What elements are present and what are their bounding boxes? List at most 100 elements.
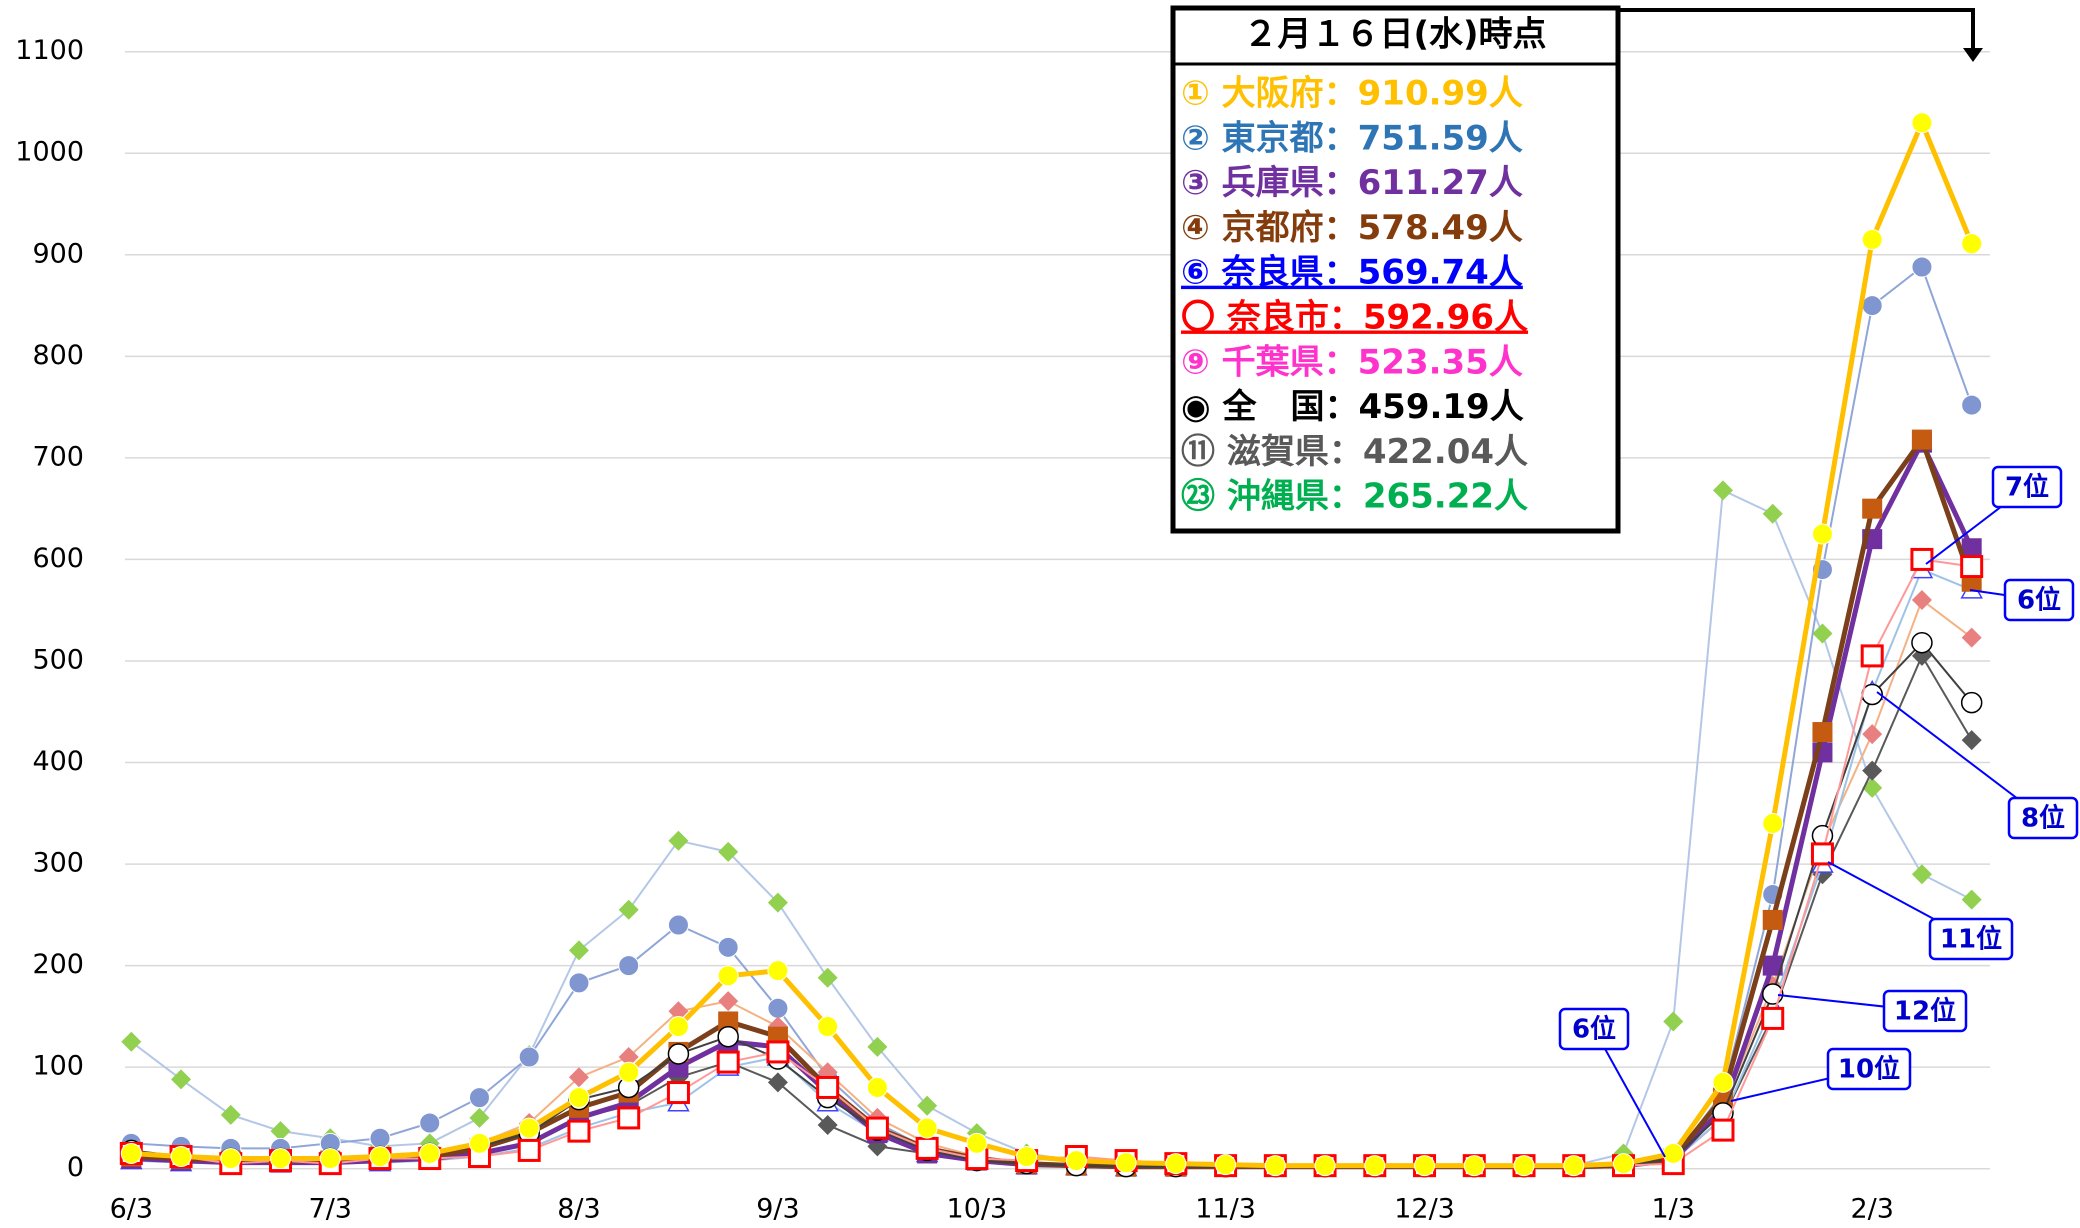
legend-box <box>1170 5 1621 534</box>
marker <box>270 1121 291 1142</box>
series-line <box>131 654 1973 1168</box>
marker <box>1862 760 1883 781</box>
marker <box>469 1107 490 1128</box>
x-tick-label: 2/3 <box>1850 1194 1893 1225</box>
y-tick-label: 800 <box>32 340 84 371</box>
marker <box>170 1146 192 1168</box>
marker <box>766 1040 790 1064</box>
marker <box>867 1036 888 1057</box>
marker <box>817 967 838 988</box>
callout-box <box>1928 917 2014 961</box>
y-tick-label: 1000 <box>15 137 84 168</box>
series-line <box>131 599 1973 1167</box>
callout-label: 7位 <box>2005 472 2049 503</box>
marker <box>666 1081 690 1105</box>
marker <box>1065 1150 1087 1172</box>
y-tick-label: 0 <box>67 1152 84 1183</box>
marker <box>618 899 639 920</box>
marker <box>915 1136 939 1160</box>
x-tick-label: 12/3 <box>1394 1194 1455 1225</box>
marker <box>718 991 739 1012</box>
marker <box>1861 295 1883 317</box>
marker <box>1513 1155 1535 1177</box>
marker <box>1812 722 1833 743</box>
marker <box>1961 538 1982 559</box>
x-tick-label: 11/3 <box>1195 1194 1256 1225</box>
marker <box>1812 623 1833 644</box>
annotations: 7位 6位 8位 11位 12位 10位 6位 <box>1558 465 2079 1158</box>
marker <box>816 1075 840 1099</box>
marker <box>866 1076 888 1098</box>
marker <box>1911 112 1933 134</box>
marker <box>568 1067 589 1088</box>
marker <box>369 1146 391 1168</box>
marker <box>1414 1155 1436 1177</box>
marker <box>1215 1154 1237 1176</box>
legend-entry: ⑨ 千葉県：523.35人 <box>1181 342 1523 382</box>
marker <box>419 1142 441 1164</box>
x-tick-label: 9/3 <box>756 1194 799 1225</box>
plot <box>119 112 1984 1178</box>
marker <box>718 841 739 862</box>
marker <box>1463 1155 1485 1177</box>
legend-entry: 〇 奈良市：592.96人 <box>1181 298 1528 338</box>
legend-entry: ⑥ 奈良県：569.74人 <box>1181 253 1523 293</box>
marker <box>1762 503 1783 524</box>
series-line <box>131 641 1973 1168</box>
marker <box>667 1043 690 1065</box>
marker <box>618 955 640 977</box>
y-tick-label: 200 <box>32 949 84 980</box>
marker <box>171 1069 192 1090</box>
y-tick-label: 700 <box>32 441 84 472</box>
arrow-line <box>1618 8 1975 55</box>
marker <box>319 1148 341 1170</box>
marker <box>1961 889 1982 910</box>
marker <box>220 1148 242 1170</box>
marker <box>468 1132 490 1154</box>
marker <box>1712 480 1733 501</box>
marker <box>767 892 788 913</box>
marker <box>468 1087 490 1109</box>
arrow-head <box>1963 48 1983 62</box>
y-tick-label: 500 <box>32 644 84 675</box>
marker <box>518 1046 540 1068</box>
marker <box>1961 233 1983 255</box>
marker <box>667 914 689 936</box>
marker <box>1662 1142 1684 1164</box>
marker <box>1960 691 1983 714</box>
y-tick-label: 600 <box>32 543 84 574</box>
legend-title: ２月１６日(水)時点 <box>1243 15 1546 55</box>
series-line <box>130 489 1973 1167</box>
grid: 0 100 200 300 400 500 600 700 800 900 1000 1100 6/3 7… <box>15 35 1990 1225</box>
series-line <box>131 558 1972 1167</box>
marker <box>817 1016 839 1038</box>
marker <box>1563 1155 1585 1177</box>
series-line <box>131 440 1974 1170</box>
marker <box>916 1117 938 1139</box>
x-tick-label: 10/3 <box>947 1194 1008 1225</box>
marker <box>767 1072 788 1093</box>
marker <box>517 1138 541 1162</box>
marker <box>717 1025 739 1048</box>
marker <box>668 1001 689 1022</box>
callout-label: 6位 <box>2017 585 2061 616</box>
marker <box>1762 955 1783 976</box>
legend-entry: ◉ 全 国：459.19人 <box>1181 387 1524 427</box>
marker <box>1364 1155 1386 1177</box>
marker <box>717 936 739 958</box>
marker <box>120 1142 142 1164</box>
marker <box>1761 1006 1785 1030</box>
x-tick-label: 8/3 <box>557 1194 600 1225</box>
marker <box>1115 1152 1137 1174</box>
legend-entry: ④ 京都府：578.49人 <box>1181 208 1523 248</box>
y-tick-label: 900 <box>32 238 84 269</box>
marker <box>568 1087 590 1109</box>
marker <box>419 1112 441 1134</box>
callout-box <box>1882 989 1968 1033</box>
marker <box>617 1106 641 1130</box>
marker <box>567 1119 591 1143</box>
callout-label: 6位 <box>1572 1014 1616 1045</box>
y-tick-label: 100 <box>32 1051 84 1082</box>
marker <box>767 997 789 1019</box>
